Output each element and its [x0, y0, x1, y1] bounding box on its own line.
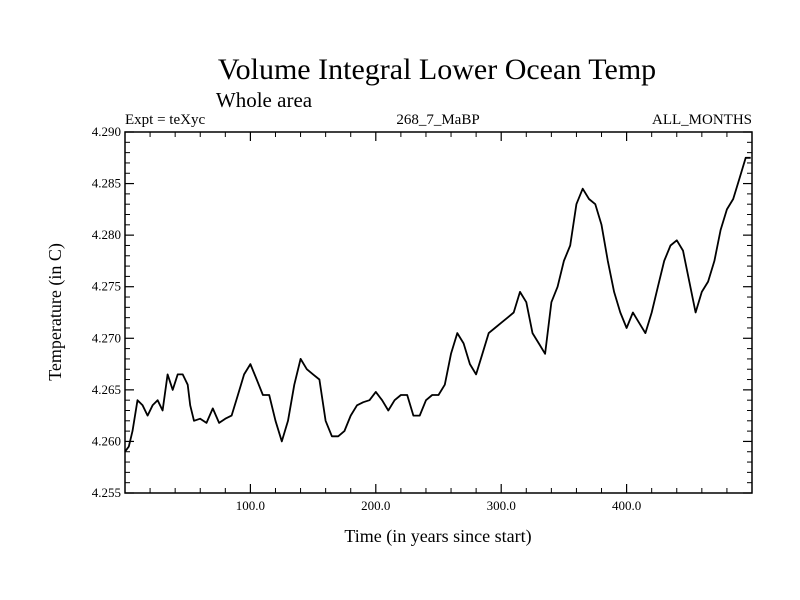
x-axis-ticks: 100.0 200.0 300.0 400.0 [149, 132, 728, 513]
y-tick-label: 4.270 [92, 330, 121, 345]
x-axis-label: Time (in years since start) [344, 526, 531, 547]
plot-frame [124, 131, 753, 494]
x-tick-label: 400.0 [612, 498, 641, 513]
y-tick-label: 4.285 [92, 176, 121, 191]
y-tick-label: 4.290 [92, 124, 121, 139]
y-tick-label: 4.255 [92, 485, 121, 500]
y-tick-label: 4.265 [92, 382, 121, 397]
y-axis-ticks: 4.255 4.260 4.265 4.270 4.275 4.280 4.285 4.290 [92, 124, 752, 500]
x-tick-label: 100.0 [236, 498, 265, 513]
series-line [124, 156, 751, 453]
x-tick-label: 200.0 [361, 498, 390, 513]
y-axis-label: Temperature (in C) [45, 243, 66, 381]
y-tick-label: 4.260 [92, 433, 121, 448]
chart-subtitle: Whole area [216, 88, 313, 112]
x-tick-label: 300.0 [487, 498, 516, 513]
run-label: 268_7_MaBP [396, 112, 479, 128]
chart-title: Volume Integral Lower Ocean Temp [218, 53, 656, 86]
experiment-label: Expt = teXyc [125, 112, 205, 128]
y-tick-label: 4.280 [92, 227, 121, 242]
months-label: ALL_MONTHS [652, 112, 752, 128]
series-layer [124, 156, 751, 453]
y-tick-label: 4.275 [92, 279, 121, 294]
